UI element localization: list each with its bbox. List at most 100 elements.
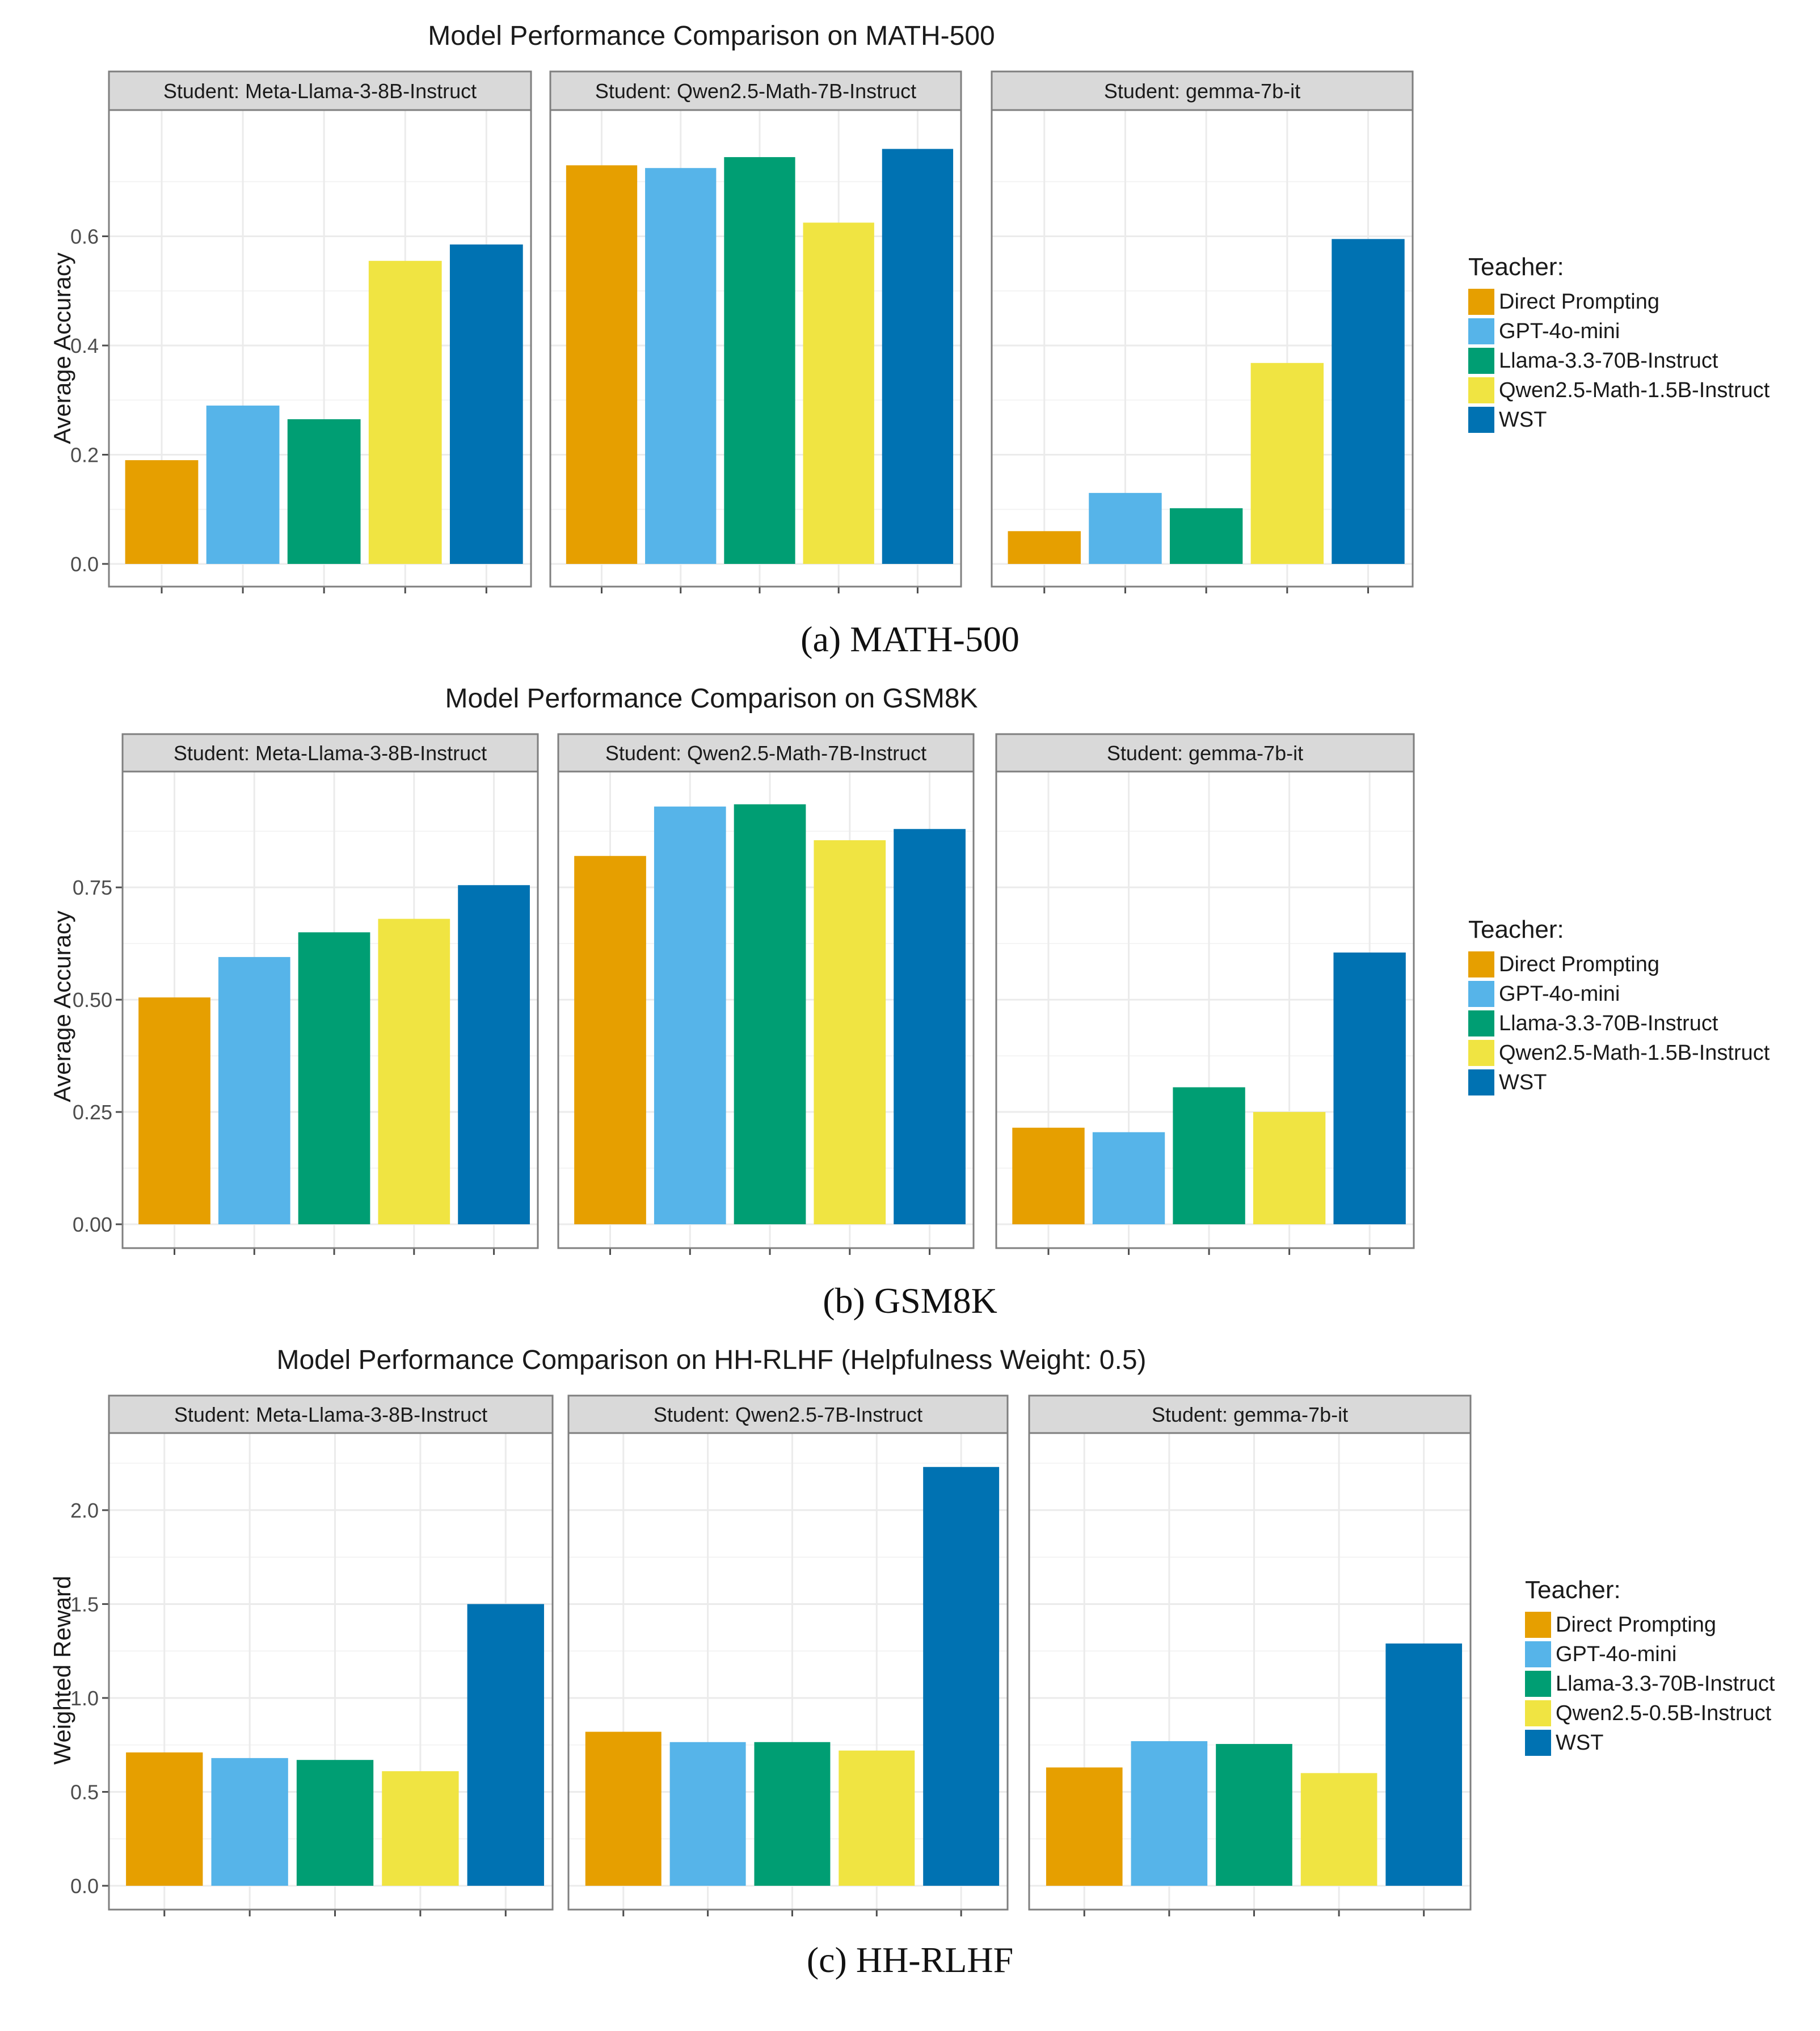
bar-wst <box>458 885 530 1224</box>
y-tick-label: 0.0 <box>70 553 99 576</box>
chart-title-math500: Model Performance Comparison on MATH-500 <box>428 21 995 51</box>
bar-gpt-4o-mini <box>218 956 290 1224</box>
legend-item-gpt-4o-mini: GPT-4o-mini <box>1525 1640 1775 1669</box>
bar-wst <box>1333 952 1406 1224</box>
legend-label: Qwen2.5-0.5B-Instruct <box>1556 1701 1772 1725</box>
bar-gpt-4o-mini <box>211 1758 288 1886</box>
facet-label-student-gemma-7b-it: Student: gemma-7b-it <box>1104 79 1300 103</box>
bar-llama-3-3-70b-instruct <box>1173 1087 1245 1224</box>
legend-item-gpt-4o-mini: GPT-4o-mini <box>1468 317 1770 346</box>
legend-swatch <box>1525 1700 1551 1726</box>
bar-llama-3-3-70b-instruct <box>1169 508 1243 564</box>
y-tick-label: 0.25 <box>73 1101 112 1124</box>
bar-gpt-4o-mini <box>1131 1741 1208 1886</box>
legend-label: Direct Prompting <box>1499 289 1659 314</box>
bar-direct-prompting <box>138 997 210 1224</box>
facet-strip <box>121 733 539 773</box>
bar-gpt-4o-mini <box>645 168 717 564</box>
facet-label-student-gemma-7b-it: Student: gemma-7b-it <box>1152 1403 1348 1426</box>
legend-label: WST <box>1499 1070 1547 1094</box>
facet-label-student-meta-llama-3-8b-instruct: Student: Meta-Llama-3-8B-Instruct <box>174 741 487 765</box>
legend-item-llama-3-3-70b-instruct: Llama-3.3-70B-Instruct <box>1525 1669 1775 1699</box>
legend-swatch <box>1525 1730 1551 1756</box>
chart-math500: 0.0 0.2 0.4 0.6 Student: Meta-Llama-3-8B-Ins… <box>70 70 1414 593</box>
legend-item-gpt-4o-mini: GPT-4o-mini <box>1468 979 1770 1009</box>
y-tick-label: 2.0 <box>70 1499 99 1522</box>
y-tick-label: 0.00 <box>73 1213 112 1236</box>
bar-qwen2-5-math-1-5b-instruct <box>814 840 886 1224</box>
y-tick-label: 0.6 <box>70 225 99 248</box>
y-tick-label: 0.75 <box>73 876 112 899</box>
panel-border <box>991 109 1414 588</box>
legend-label: Qwen2.5-Math-1.5B-Instruct <box>1499 378 1770 402</box>
bar-direct-prompting <box>125 460 199 564</box>
facet-label-student-qwen2-5-7b-instruct: Student: Qwen2.5-7B-Instruct <box>654 1403 922 1426</box>
bar-llama-3-3-70b-instruct <box>287 419 361 564</box>
bar-wst <box>923 1467 1000 1886</box>
facet-label-student-meta-llama-3-8b-instruct: Student: Meta-Llama-3-8B-Instruct <box>174 1403 487 1426</box>
facet-strip <box>567 1394 1009 1434</box>
y-tick-label: 0.0 <box>70 1874 99 1898</box>
legend-label: Qwen2.5-Math-1.5B-Instruct <box>1499 1040 1770 1065</box>
legend-item-qwen2-5-math-1-5b-instruct: Qwen2.5-Math-1.5B-Instruct <box>1468 376 1770 405</box>
bar-llama-3-3-70b-instruct <box>296 1760 374 1886</box>
chart-title-gsm8k: Model Performance Comparison on GSM8K <box>445 684 978 714</box>
facet-label-student-meta-llama-3-8b-instruct: Student: Meta-Llama-3-8B-Instruct <box>163 79 477 103</box>
bar-llama-3-3-70b-instruct <box>1216 1744 1292 1886</box>
y-tick-label: 1.0 <box>70 1687 99 1710</box>
legend-swatch <box>1468 1010 1494 1036</box>
legend-label: Llama-3.3-70B-Instruct <box>1556 1671 1775 1696</box>
bar-llama-3-3-70b-instruct <box>754 1742 831 1886</box>
legend-item-wst: WST <box>1468 1068 1770 1097</box>
bar-direct-prompting <box>1046 1767 1123 1886</box>
facet-label-student-qwen2-5-math-7b-instruct: Student: Qwen2.5-Math-7B-Instruct <box>605 741 926 765</box>
bar-wst <box>449 244 523 564</box>
legend-swatch <box>1525 1612 1551 1638</box>
panel-border <box>557 770 975 1249</box>
facet-label-student-gemma-7b-it: Student: gemma-7b-it <box>1107 741 1303 765</box>
legend-swatch <box>1525 1641 1551 1667</box>
legend-label: WST <box>1499 407 1547 432</box>
legend-hhrlhf: Teacher: Direct Prompting GPT-4o-mini Llam… <box>1525 1576 1775 1758</box>
legend-item-direct-prompting: Direct Prompting <box>1468 287 1770 317</box>
legend-swatch <box>1468 1069 1494 1095</box>
bar-direct-prompting <box>1008 531 1081 564</box>
bar-qwen2-5-math-1-5b-instruct <box>1250 363 1324 564</box>
legend-item-llama-3-3-70b-instruct: Llama-3.3-70B-Instruct <box>1468 346 1770 376</box>
legend-label: GPT-4o-mini <box>1556 1642 1677 1666</box>
chart-gsm8k: 0.00 0.25 0.50 0.75 Student: Meta-Llama-3-8B… <box>73 733 1415 1255</box>
legend-math500: Teacher: Direct Prompting GPT-4o-mini Llam… <box>1468 253 1770 435</box>
facet-strip <box>991 70 1414 111</box>
bar-qwen2-5-0-5b-instruct <box>382 1771 459 1886</box>
y-tick-label: 0.5 <box>70 1780 99 1804</box>
bar-qwen2-5-0-5b-instruct <box>839 1750 915 1886</box>
legend-swatch <box>1468 289 1494 315</box>
bar-direct-prompting <box>566 165 638 564</box>
legend-item-wst: WST <box>1468 405 1770 435</box>
panel-border <box>995 770 1415 1249</box>
facet-strip <box>995 733 1415 773</box>
caption-math500: (a) MATH-500 <box>801 619 1019 659</box>
facet-strip <box>557 733 975 773</box>
chart-title-hhrlhf: Model Performance Comparison on HH-RLHF … <box>276 1345 1147 1375</box>
legend-swatch <box>1525 1671 1551 1697</box>
bar-gpt-4o-mini <box>669 1742 746 1886</box>
facet-strip <box>549 70 962 111</box>
bar-qwen2-5-math-1-5b-instruct <box>803 222 874 564</box>
bar-llama-3-3-70b-instruct <box>734 804 806 1224</box>
bar-gpt-4o-mini <box>654 806 726 1224</box>
panel-border <box>108 1432 554 1911</box>
legend-swatch <box>1468 377 1494 403</box>
bar-llama-3-3-70b-instruct <box>724 157 795 564</box>
y-tick-label: 0.2 <box>70 444 99 467</box>
bar-direct-prompting <box>126 1752 203 1886</box>
bar-wst <box>894 829 966 1224</box>
bar-qwen2-5-math-1-5b-instruct <box>1253 1112 1326 1224</box>
facet-label-student-qwen2-5-math-7b-instruct: Student: Qwen2.5-Math-7B-Instruct <box>595 79 916 103</box>
bar-wst <box>882 149 954 564</box>
caption-gsm8k: (b) GSM8K <box>823 1280 997 1321</box>
bar-qwen2-5-math-1-5b-instruct <box>378 918 450 1224</box>
legend-swatch <box>1468 348 1494 374</box>
legend-label: Direct Prompting <box>1499 952 1659 976</box>
